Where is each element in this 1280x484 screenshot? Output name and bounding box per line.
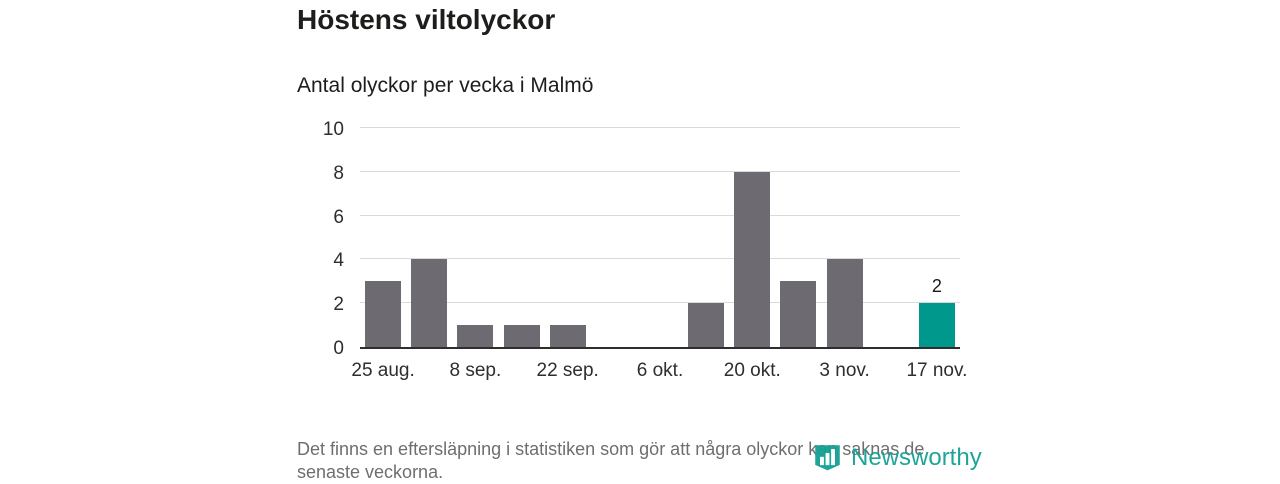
x-tick-label-6: 17 nov.	[906, 360, 968, 381]
newsworthy-shield-bars-icon	[812, 442, 843, 473]
y-tick-label-6: 6	[333, 206, 344, 228]
bar-0	[365, 281, 402, 347]
plot-area: 2	[360, 127, 960, 349]
gridline-y-2	[360, 302, 960, 304]
bar-12	[918, 303, 955, 347]
x-tick-label-0: 25 aug.	[351, 360, 415, 381]
y-tick-label-2: 2	[333, 294, 344, 316]
footnote-line-2: senaste veckorna.	[297, 462, 444, 482]
bar-7	[688, 303, 725, 347]
x-tick-label-2: 22 sep.	[536, 360, 599, 381]
bar-9	[780, 281, 817, 347]
bar-2	[457, 325, 494, 347]
chart-title: Höstens viltolyckor	[297, 4, 556, 35]
chart-subtitle: Antal olyckor per vecka i Malmö	[297, 74, 594, 97]
bar-1	[411, 259, 448, 347]
x-tick-label-5: 3 nov.	[819, 360, 870, 381]
y-axis: 0 2 4 6 8 10	[280, 119, 344, 359]
y-tick-label-0: 0	[333, 338, 344, 359]
gridline-y-6	[360, 214, 960, 216]
newsworthy-wordmark: Newsworthy	[851, 444, 982, 471]
bar-4	[549, 325, 586, 347]
newsworthy-logo: Newsworthy	[812, 442, 982, 473]
x-tick-label-1: 8 sep.	[449, 360, 502, 381]
bar-value-label: 2	[931, 276, 942, 297]
gridline-y-10	[360, 127, 960, 128]
footnote-line-1: Det finns en eftersläpning i statistiken…	[297, 439, 925, 459]
y-tick-label-10: 10	[322, 119, 344, 140]
gridline-y-4	[360, 258, 960, 260]
x-tick-label-4: 20 okt.	[723, 360, 781, 381]
x-axis: 25 aug. 8 sep. 22 sep. 6 okt. 20 okt. 3 nov. 1…	[351, 359, 967, 385]
bar-10	[826, 259, 863, 347]
y-tick-label-4: 4	[333, 250, 344, 272]
bar-8	[734, 171, 771, 347]
footnote: Det finns en eftersläpning i statistiken…	[297, 438, 924, 484]
y-tick-label-8: 8	[333, 162, 344, 184]
x-tick-label-3: 6 okt.	[636, 360, 684, 381]
bar-3	[503, 325, 540, 347]
gridline-y-8	[360, 170, 960, 172]
